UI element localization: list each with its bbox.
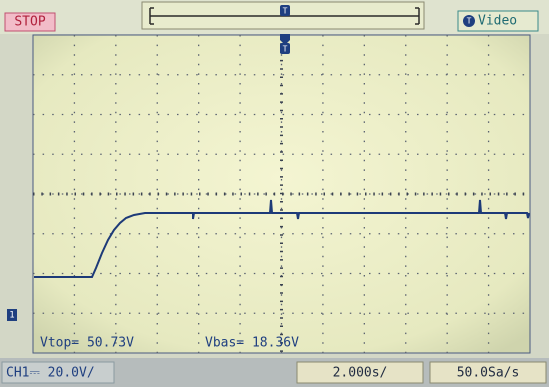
channel-marker: 1 bbox=[9, 311, 14, 321]
channel-scale: CH1⎓ 20.0V/ bbox=[6, 366, 95, 381]
trigger-type: Video bbox=[478, 14, 517, 29]
status-text: STOP bbox=[14, 15, 45, 30]
page: STOP T T Video T 1 Vtop= 50.73V Vbas= 18… bbox=[0, 0, 549, 387]
trigger-icon-label: T bbox=[467, 17, 472, 26]
sample-rate: 50.0Sa/s bbox=[457, 366, 520, 381]
trigger-position-label: T bbox=[283, 7, 288, 16]
oscilloscope-screen: STOP T T Video T 1 Vtop= 50.73V Vbas= 18… bbox=[0, 0, 549, 387]
timebase: 2.000s/ bbox=[333, 366, 388, 381]
vtop-readout: Vtop= 50.73V bbox=[40, 336, 134, 351]
trigger-pointer-label: T bbox=[283, 45, 288, 54]
vbas-readout: Vbas= 18.36V bbox=[205, 336, 299, 351]
